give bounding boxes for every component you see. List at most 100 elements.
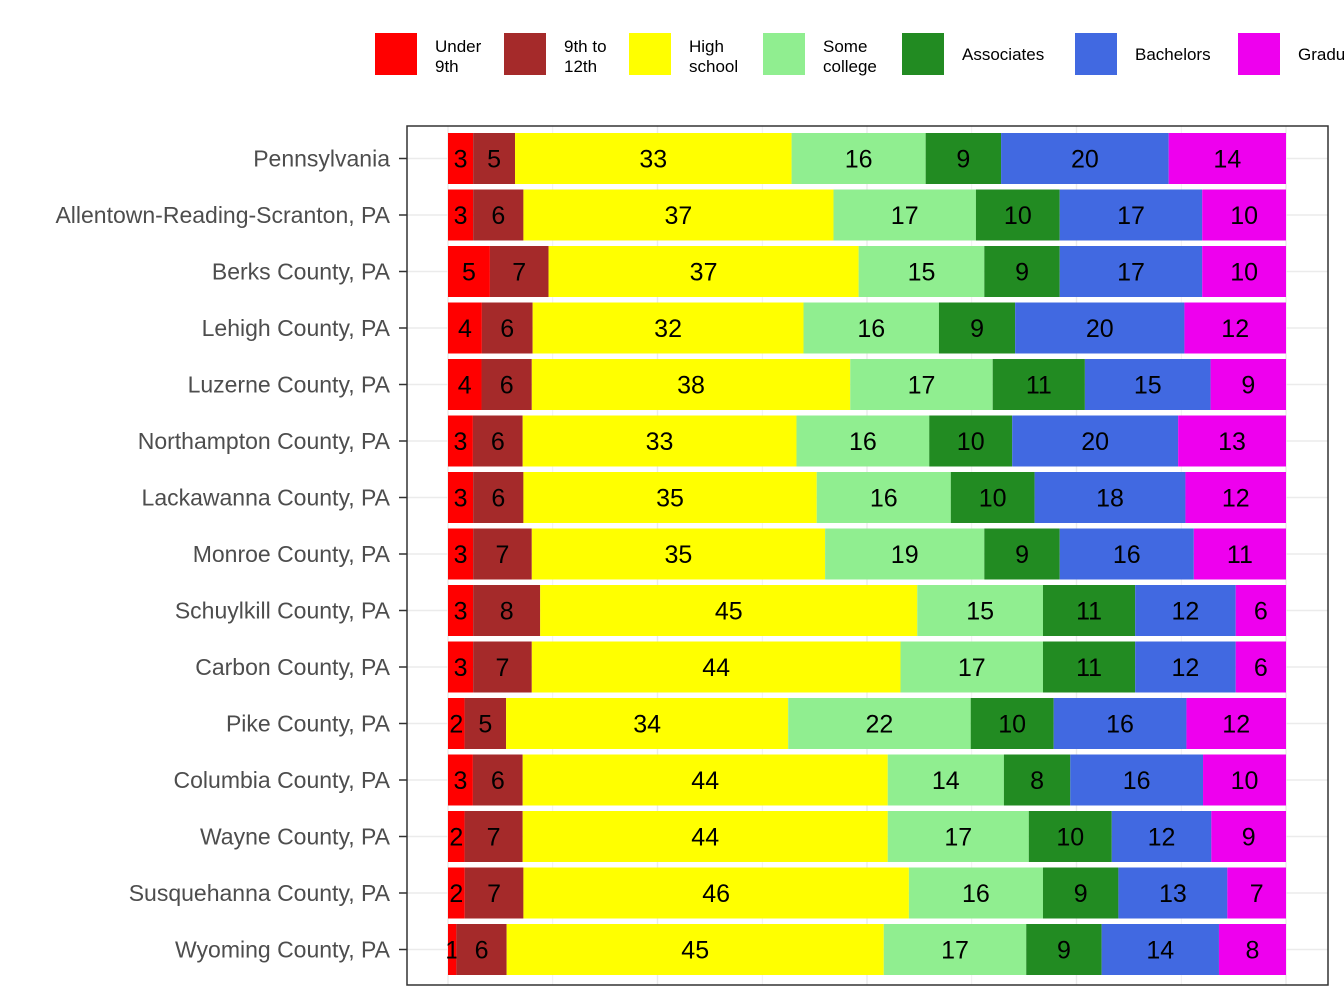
bar-segment	[448, 189, 474, 241]
bar-segment	[1186, 698, 1286, 749]
data-label: 17	[941, 937, 969, 965]
bar-segment	[1178, 415, 1286, 467]
bar-segment	[1168, 133, 1286, 184]
bar-row: 3 6 35 16 10 18 12	[448, 472, 1286, 523]
bar-segment	[532, 302, 804, 354]
legend-label-line: Under	[435, 37, 482, 56]
data-label: 7	[496, 541, 510, 569]
data-label: 16	[1106, 711, 1134, 739]
data-label: 38	[677, 372, 705, 400]
bar-segment	[448, 754, 473, 806]
data-label: 6	[491, 767, 505, 795]
data-label: 44	[702, 654, 730, 682]
bar-segment	[472, 754, 523, 806]
data-label: 3	[454, 202, 468, 230]
data-label: 18	[1096, 485, 1124, 513]
data-label: 11	[1076, 654, 1102, 682]
data-label: 17	[891, 202, 919, 230]
data-label: 5	[478, 711, 492, 739]
legend-label: High school	[689, 37, 738, 76]
bar-segment	[803, 302, 939, 354]
data-label: 16	[962, 880, 990, 908]
bar-segment	[448, 811, 465, 862]
bar-row: 2 7 44 17 10 12 9	[448, 811, 1286, 862]
bar-segment	[448, 472, 474, 523]
data-label: 10	[1231, 767, 1259, 795]
data-label: 14	[932, 767, 960, 795]
y-tick-label: Monroe County, PA	[193, 541, 391, 567]
bar-segment	[531, 528, 826, 580]
data-label: 6	[475, 937, 489, 965]
legend-label-line: High	[689, 37, 724, 56]
bar-segment	[1084, 359, 1211, 410]
y-tick-label: Carbon County, PA	[195, 654, 390, 680]
bar-segment	[1135, 641, 1236, 693]
bar-segment	[992, 359, 1085, 410]
data-label: 9	[970, 315, 984, 343]
data-label: 20	[1081, 428, 1109, 456]
legend-label-line: 9th to	[564, 37, 607, 56]
bar-segment	[464, 698, 507, 749]
bar-segment	[1042, 867, 1119, 919]
legend-label: Under 9th	[435, 37, 482, 76]
data-label: 35	[656, 485, 684, 513]
plot-panel-border	[406, 125, 1329, 986]
data-label: 20	[1071, 146, 1099, 174]
legend-key	[1075, 33, 1117, 75]
bar-segment	[473, 472, 524, 523]
bar-segment	[472, 415, 523, 467]
bar-segment	[481, 302, 533, 354]
y-tick-label: Lackawanna County, PA	[142, 485, 391, 511]
bar-segment	[929, 415, 1013, 467]
data-label: 45	[715, 598, 743, 626]
bar-segment	[887, 754, 1004, 806]
y-tick-label: Allentown-Reading-Scranton, PA	[55, 202, 390, 228]
data-label: 9	[1241, 372, 1255, 400]
bar-segment	[984, 528, 1060, 580]
bar-segment	[473, 133, 516, 184]
data-label: 9	[1074, 880, 1088, 908]
data-label: 45	[681, 937, 709, 965]
data-label: 8	[1030, 767, 1044, 795]
bar-segment	[1059, 246, 1203, 297]
bar-segment	[938, 302, 1016, 354]
data-label: 16	[849, 428, 877, 456]
data-label: 3	[453, 767, 467, 795]
bar-segment	[1184, 302, 1286, 354]
bar-segment	[523, 867, 909, 919]
data-label: 6	[491, 202, 505, 230]
bar-segment	[481, 359, 532, 410]
data-label: 13	[1218, 428, 1246, 456]
data-label: 34	[633, 711, 661, 739]
data-label: 15	[966, 598, 994, 626]
data-label: 16	[1113, 541, 1141, 569]
legend: Under 9th 9th to 12th High school Some college A…	[375, 33, 1344, 76]
data-label: 8	[1246, 937, 1260, 965]
bar-row: 3 6 33 16 10 20 13	[448, 415, 1286, 467]
data-label: 37	[665, 202, 693, 230]
data-label: 12	[1222, 485, 1250, 513]
legend-item: Some college	[763, 33, 877, 76]
bar-segment	[1003, 754, 1071, 806]
data-label: 15	[1134, 372, 1162, 400]
bar-segment	[1193, 528, 1286, 580]
bar-segment	[850, 359, 993, 410]
bar-segment	[473, 641, 532, 693]
data-label: 11	[1026, 372, 1052, 400]
legend-key	[1238, 33, 1280, 75]
data-label: 16	[1123, 767, 1151, 795]
bar-segment	[900, 641, 1043, 693]
bar-segment	[1185, 472, 1286, 523]
legend-key	[763, 33, 805, 75]
data-label: 5	[462, 259, 476, 287]
bar-segment	[473, 585, 541, 636]
bar-segment	[1026, 924, 1102, 975]
bar-segment	[1059, 189, 1203, 241]
data-label: 12	[1172, 654, 1200, 682]
bar-segment	[448, 415, 473, 467]
bar-segment	[489, 246, 549, 297]
bar-segment	[970, 698, 1054, 749]
bar-segment	[1070, 754, 1204, 806]
bar-segment	[515, 133, 792, 184]
